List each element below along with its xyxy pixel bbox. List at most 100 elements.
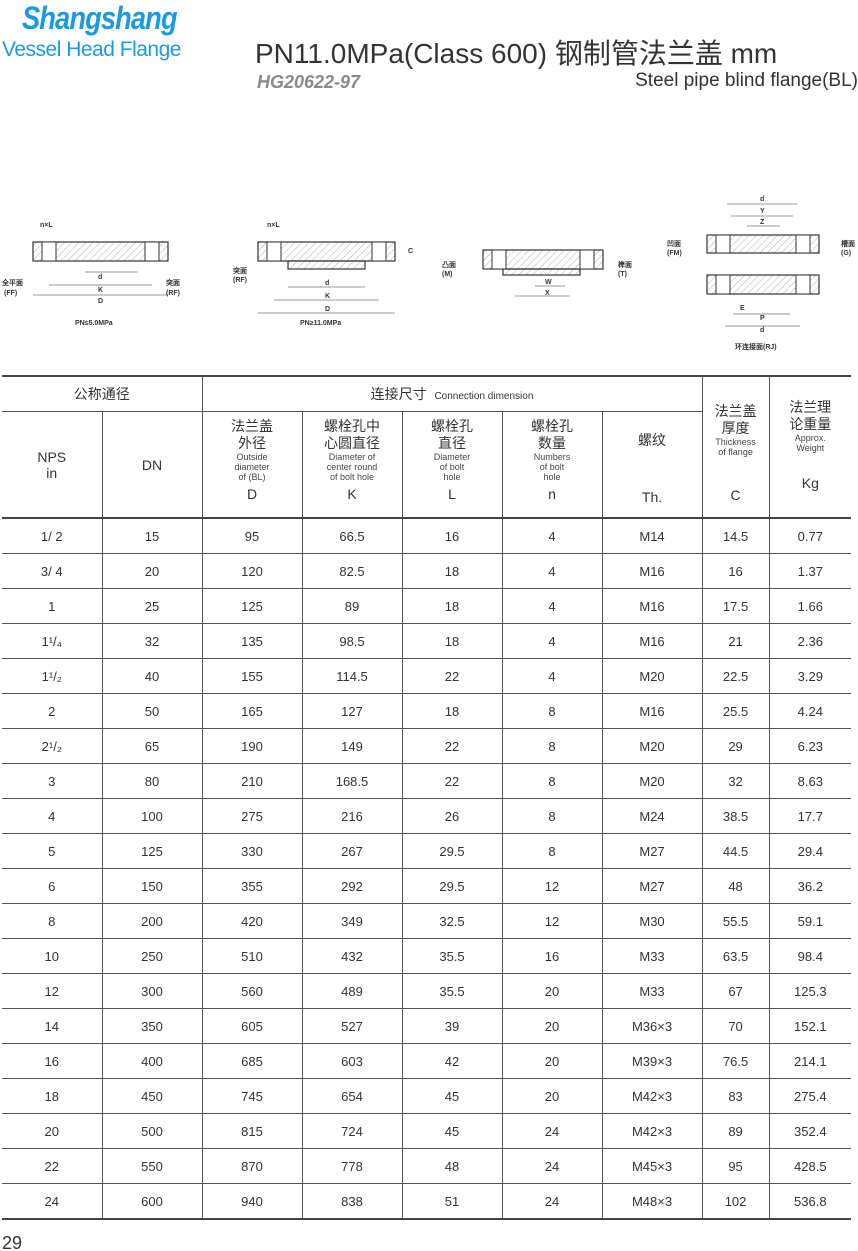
table-cell: 48	[701, 868, 770, 904]
table-cell: 432	[301, 938, 403, 974]
svg-text:D: D	[325, 306, 330, 313]
svg-text:凹面: 凹面	[667, 240, 681, 248]
svg-text:(FF): (FF)	[4, 290, 17, 297]
table-cell: 29	[701, 728, 770, 764]
table-cell: 24	[501, 1113, 603, 1149]
header-sym: Th.	[641, 489, 663, 505]
table-cell: 45	[401, 1113, 503, 1149]
table-cell: 29.4	[768, 833, 852, 869]
table-row: 4 100 275 216 26 8 M24 38.5 17.7	[2, 798, 852, 834]
table-cell: M33	[601, 973, 703, 1009]
table-cell: 59.1	[768, 903, 852, 939]
diagram-rf-high-pressure: n×L 突面 (RF) d K D C PN≥11.0MPa	[233, 222, 413, 327]
table-cell: 152.1	[768, 1008, 852, 1044]
table-cell: 1.37	[768, 553, 852, 589]
svg-text:(T): (T)	[618, 271, 627, 278]
table-cell: M48×3	[601, 1183, 703, 1220]
table-cell: 18	[401, 693, 503, 729]
table-cell: M27	[601, 833, 703, 869]
header-sym: K	[347, 486, 357, 502]
table-cell: 12	[2, 973, 103, 1009]
table-cell: M16	[601, 693, 703, 729]
diagram-m-t: 凸面 (M) 榫面 (T) W X	[442, 249, 632, 297]
table-cell: M33	[601, 938, 703, 974]
table-cell: 70	[701, 1008, 770, 1044]
svg-text:突面: 突面	[233, 266, 247, 275]
table-cell: 25	[101, 588, 203, 624]
svg-text:K: K	[98, 287, 103, 294]
svg-text:C: C	[408, 248, 413, 255]
table-cell: 16	[701, 553, 770, 589]
table-cell: M42×3	[601, 1113, 703, 1149]
header-col-0: NPS in	[2, 411, 103, 519]
table-cell: 536.8	[768, 1183, 852, 1220]
table-cell: 67	[701, 973, 770, 1009]
table-cell: 20	[101, 553, 203, 589]
table-cell: 125.3	[768, 973, 852, 1009]
table-cell: 428.5	[768, 1148, 852, 1184]
header-sym: n	[548, 486, 556, 502]
svg-text:全平面: 全平面	[1, 278, 23, 287]
table-cell: 500	[101, 1113, 203, 1149]
header-label: DN	[141, 456, 163, 473]
header-sym: Kg	[801, 475, 819, 491]
table-cell: 420	[201, 903, 303, 939]
table-cell: 16	[401, 517, 503, 554]
table-cell: 89	[701, 1113, 770, 1149]
table-cell: 210	[201, 763, 303, 799]
table-cell: 65	[101, 728, 203, 764]
table-cell: 685	[201, 1043, 303, 1079]
svg-text:(M): (M)	[442, 271, 453, 278]
table-cell: 29.5	[401, 833, 503, 869]
table-cell: M45×3	[601, 1148, 703, 1184]
table-row: 8 200 420 349 32.5 12 M30 55.5 59.1	[2, 903, 852, 939]
table-cell: 527	[301, 1008, 403, 1044]
table-cell: 8	[501, 728, 603, 764]
table-cell: 12	[501, 903, 603, 939]
table-cell: 352.4	[768, 1113, 852, 1149]
svg-text:Y: Y	[760, 208, 765, 215]
table-row: 1¹/₂ 40 155 114.5 22 4 M20 22.5 3.29	[2, 658, 852, 694]
header-en: Approx. Weight	[794, 433, 826, 453]
table-cell: M36×3	[601, 1008, 703, 1044]
header-sym: C	[730, 487, 741, 503]
svg-text:PN≤5.0MPa: PN≤5.0MPa	[75, 320, 113, 327]
table-cell: M16	[601, 623, 703, 659]
table-cell: 24	[2, 1183, 103, 1220]
table-cell: 82.5	[301, 553, 403, 589]
svg-text:W: W	[545, 279, 552, 286]
svg-text:X: X	[545, 290, 550, 297]
table-cell: 17.7	[768, 798, 852, 834]
table-cell: 605	[201, 1008, 303, 1044]
header-sym: L	[448, 486, 456, 502]
table-row: 3/ 4 20 120 82.5 18 4 M16 16 1.37	[2, 553, 852, 589]
table-cell: 38.5	[701, 798, 770, 834]
table-cell: 510	[201, 938, 303, 974]
table-cell: 48	[401, 1148, 503, 1184]
table-cell: 40	[101, 658, 203, 694]
svg-text:(G): (G)	[841, 250, 851, 257]
table-cell: 1.66	[768, 588, 852, 624]
svg-text:n×L: n×L	[40, 222, 53, 229]
brand-tagline: Vessel Head Flange	[2, 38, 181, 61]
diagram-ff-rf: n×L 全平面(FF) 突面(RF) d K D C PN≤5.0MPa	[1, 222, 180, 327]
table-row: 6 150 355 292 29.5 12 M27 48 36.2	[2, 868, 852, 904]
table-cell: 95	[701, 1148, 770, 1184]
table-cell: 42	[401, 1043, 503, 1079]
svg-text:Z: Z	[760, 219, 765, 226]
table-cell: 135	[201, 623, 303, 659]
table-cell: 200	[101, 903, 203, 939]
header-cn: 法兰盖 厚度	[714, 403, 757, 436]
table-cell: 22.5	[701, 658, 770, 694]
table-cell: M27	[601, 868, 703, 904]
table-cell: 63.5	[701, 938, 770, 974]
table-cell: 349	[301, 903, 403, 939]
table-cell: 36.2	[768, 868, 852, 904]
table-cell: 168.5	[301, 763, 403, 799]
table-cell: 1¹/₄	[2, 623, 103, 659]
table-cell: 24	[501, 1148, 603, 1184]
table-cell: 275.4	[768, 1078, 852, 1114]
table-cell: 18	[401, 623, 503, 659]
table-cell: 22	[401, 658, 503, 694]
table-cell: 603	[301, 1043, 403, 1079]
